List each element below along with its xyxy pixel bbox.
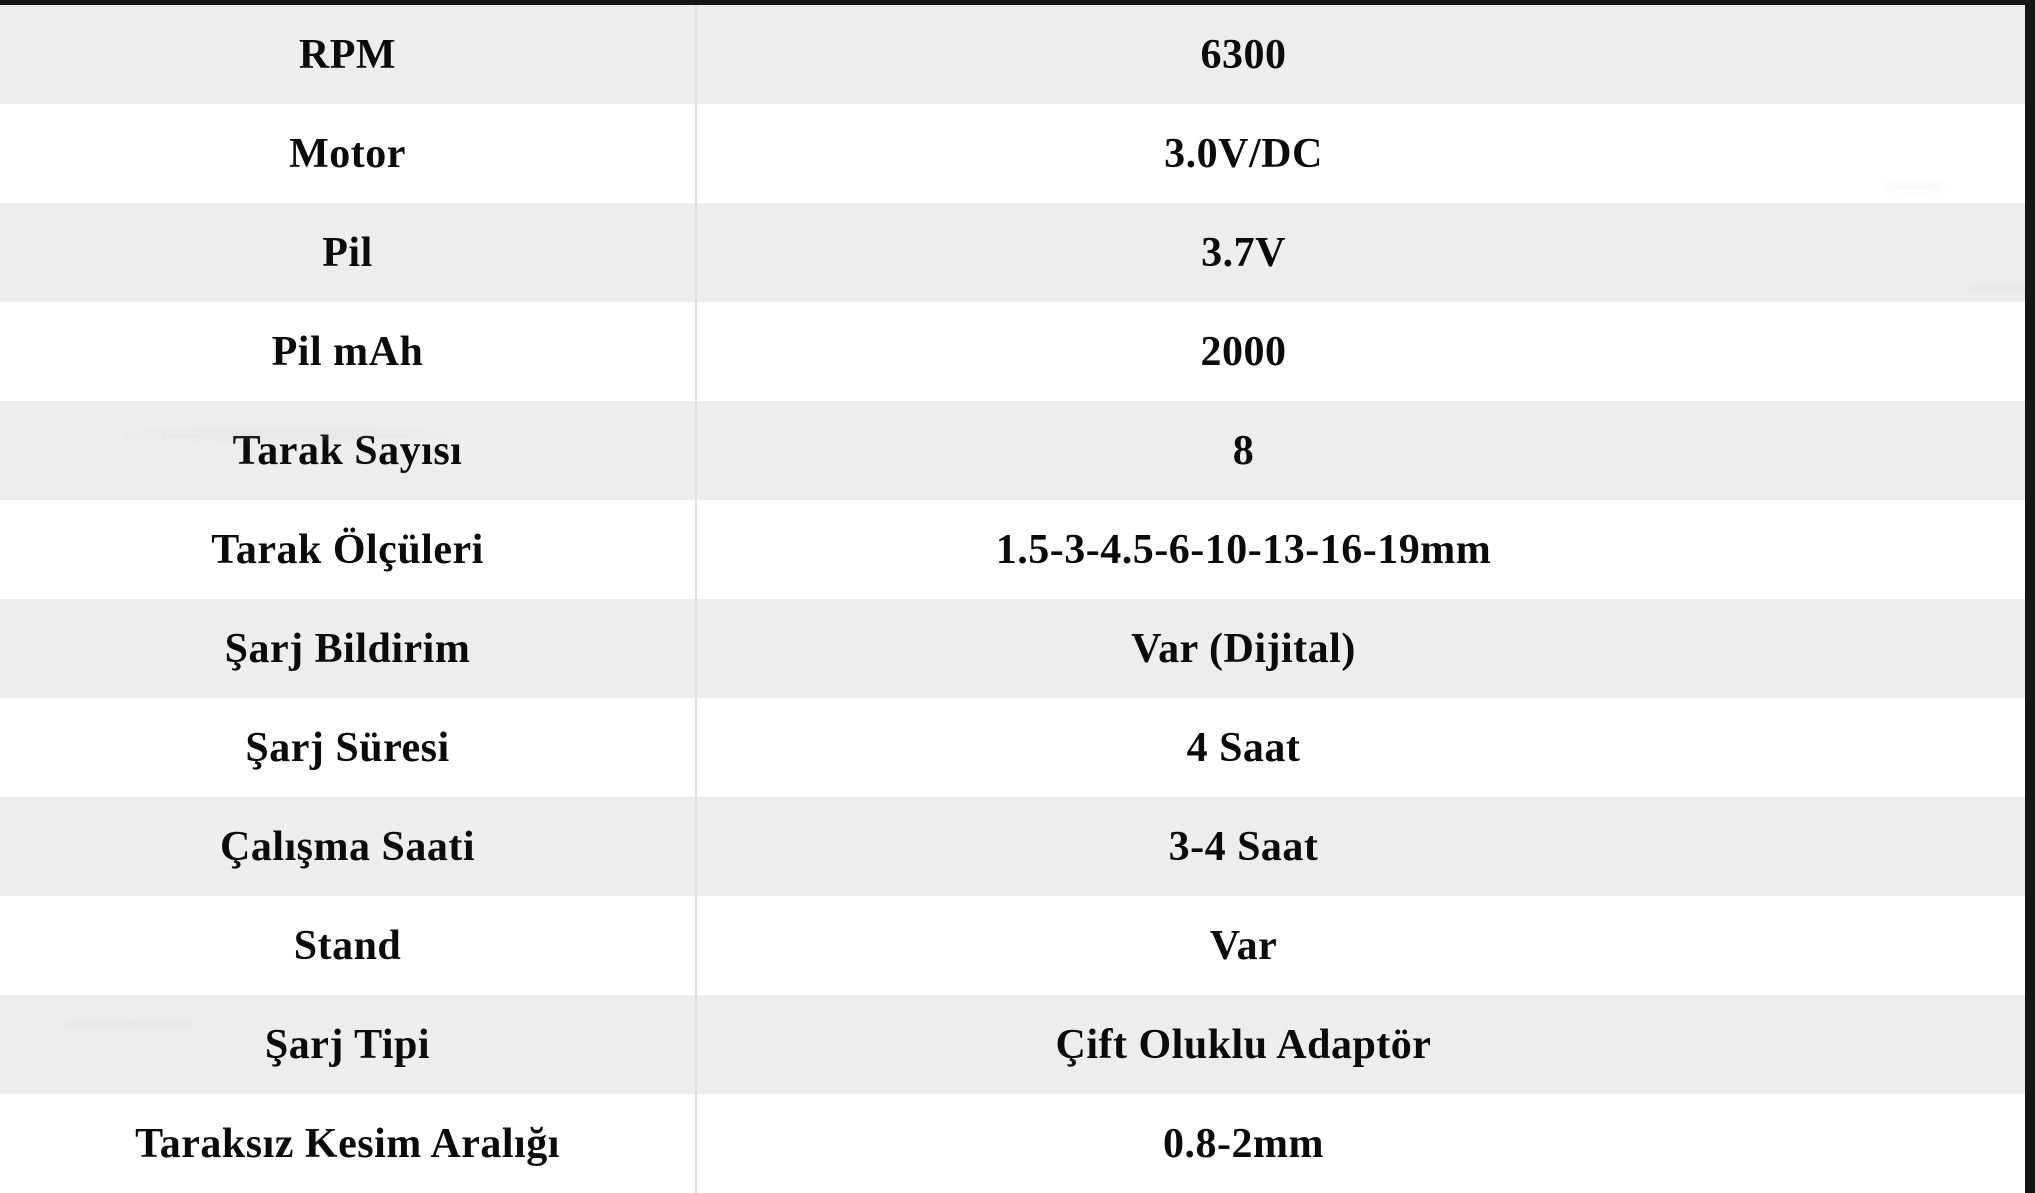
- spec-label: Çalışma Saati: [0, 797, 697, 896]
- spec-value: Var (Dijital): [1131, 625, 1356, 672]
- spec-label: Tarak Sayısı: [0, 401, 697, 500]
- spec-label: Şarj Süresi: [0, 698, 697, 797]
- spec-value: 2000: [1200, 328, 1287, 375]
- spec-value: 8: [1232, 427, 1255, 474]
- spec-value: 4 Saat: [1186, 724, 1301, 771]
- table-row: Çalışma Saati 3-4 Saat: [0, 797, 2025, 896]
- spec-value: Çift Oluklu Adaptör: [1055, 1021, 1432, 1068]
- spec-label: Şarj Bildirim: [0, 599, 697, 698]
- table-row: Tarak Sayısı 8: [0, 401, 2025, 500]
- table-row: Pil 3.7V: [0, 203, 2025, 302]
- spec-label: Pil: [0, 203, 697, 302]
- table-row: Şarj Süresi 4 Saat: [0, 698, 2025, 797]
- spec-label: Taraksız Kesim Aralığı: [0, 1094, 697, 1193]
- table-row: Tarak Ölçüleri 1.5-3-4.5-6-10-13-16-19mm: [0, 500, 2025, 599]
- table-row: Pil mAh 2000: [0, 302, 2025, 401]
- spec-label: Tarak Ölçüleri: [0, 500, 697, 599]
- spec-label: Şarj Tipi: [0, 995, 697, 1094]
- spec-value: 3.7V: [1201, 229, 1286, 276]
- spec-value: 3.0V/DC: [1164, 130, 1323, 177]
- spec-value: Var: [1209, 922, 1278, 969]
- spec-value: 6300: [1200, 31, 1287, 78]
- table-row: Şarj Tipi Çift Oluklu Adaptör: [0, 995, 2025, 1094]
- table-row: RPM 6300: [0, 5, 2025, 104]
- spec-label: Motor: [0, 104, 697, 203]
- table-row: Şarj Bildirim Var (Dijital): [0, 599, 2025, 698]
- spec-value: 0.8-2mm: [1163, 1120, 1324, 1167]
- spec-label: RPM: [0, 5, 697, 104]
- table-row: Taraksız Kesim Aralığı 0.8-2mm: [0, 1094, 2025, 1193]
- spec-label: Stand: [0, 896, 697, 995]
- table-row: Stand Var: [0, 896, 2025, 995]
- spec-value: 1.5-3-4.5-6-10-13-16-19mm: [995, 526, 1492, 573]
- spec-label: Pil mAh: [0, 302, 697, 401]
- spec-value: 3-4 Saat: [1168, 823, 1319, 870]
- table-row: Motor 3.0V/DC: [0, 104, 2025, 203]
